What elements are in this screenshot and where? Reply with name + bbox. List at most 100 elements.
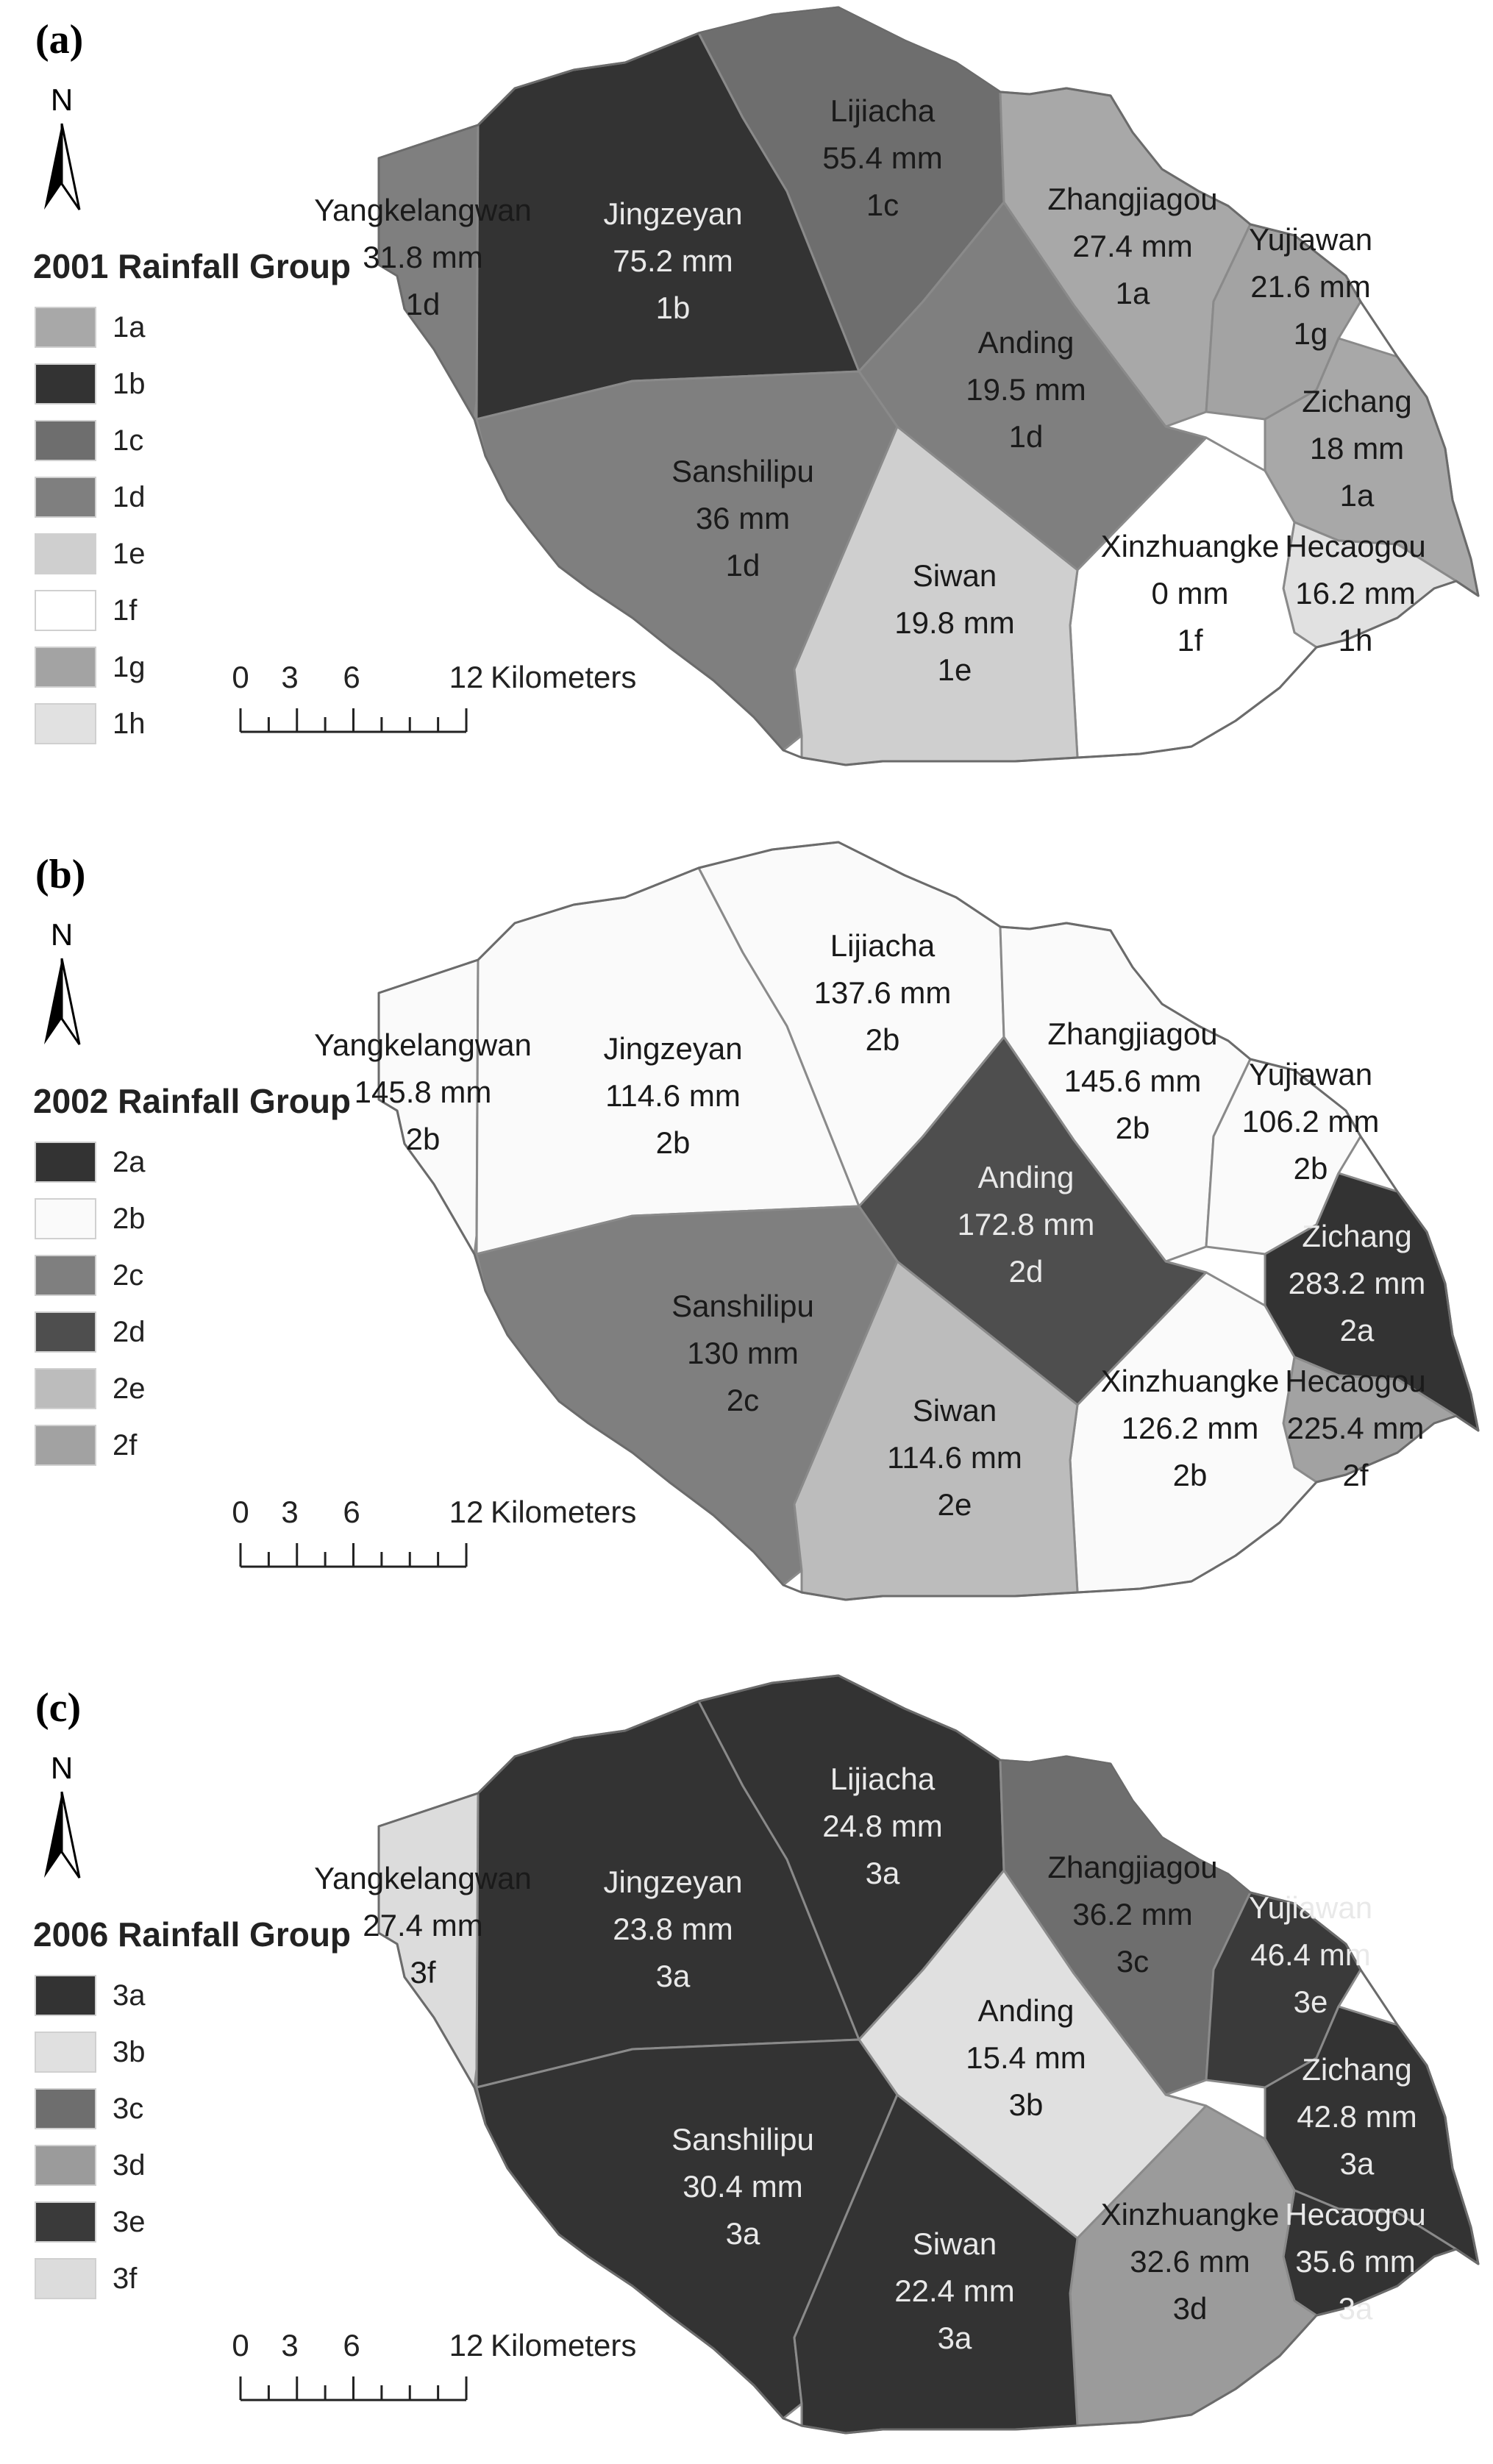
region-group-sanshilipu: 3a [726,2216,760,2251]
scale-bar: 0 3 6 12 Kilometers [232,2328,636,2401]
region-rainfall-lijiacha: 137.6 mm [814,975,952,1010]
region-rainfall-yangkelangwan: 145.8 mm [354,1075,492,1109]
region-layer [377,6,1480,766]
region-name-zhangjiagou: Zhangjiagou [1047,182,1217,216]
legend-label: 3e [113,2206,146,2238]
panel-tag: (b) [35,852,85,897]
region-group-lijiacha: 2b [866,1022,900,1057]
region-name-lijiacha: Lijiacha [830,928,936,963]
legend-label: 3c [113,2093,143,2125]
region-group-zichang: 1a [1340,478,1375,513]
region-name-yangkelangwan: Yangkelangwan [314,1861,532,1895]
region-rainfall-sanshilipu: 130 mm [687,1336,799,1370]
legend-swatch [35,1425,96,1466]
scale-tick-label: 6 [343,660,360,694]
scale-tick-label: 12 [449,1495,484,1529]
region-name-yujiawan: Yujiawan [1249,1057,1372,1092]
region-group-yangkelangwan: 3f [410,1955,435,1990]
region-group-anding: 2d [1009,1254,1044,1289]
region-group-yangkelangwan: 2b [406,1122,441,1156]
region-name-zhangjiagou: Zhangjiagou [1047,1016,1217,1051]
region-name-jingzeyan: Jingzeyan [603,196,742,231]
region-group-zhangjiagou: 3c [1116,1944,1149,1979]
legend-swatch [35,1255,96,1296]
north-label: N [51,917,73,952]
region-group-siwan: 3a [938,2321,972,2355]
region-name-siwan: Siwan [913,1393,997,1428]
region-rainfall-yujiawan: 106.2 mm [1242,1104,1380,1139]
region-rainfall-sanshilipu: 30.4 mm [683,2169,802,2204]
watershed-boundary [377,6,1480,766]
region-name-anding: Anding [978,1160,1075,1194]
legend-label: 1c [113,424,143,457]
region-group-zichang: 3a [1340,2146,1375,2181]
legend-label: 1b [113,368,146,400]
region-group-lijiacha: 3a [866,1856,900,1890]
watershed-boundary [377,1674,1480,2435]
legend-swatch [35,307,96,348]
region-rainfall-sanshilipu: 36 mm [696,501,790,535]
north-arrow-icon: N [44,1751,81,1879]
scale-bar: 0 3 6 12 Kilometers [232,660,636,733]
legend-swatch [35,1198,96,1239]
region-rainfall-yujiawan: 46.4 mm [1250,1937,1370,1972]
scale-tick-label: 6 [343,2328,360,2362]
legend-title: 2001 Rainfall Group [33,247,351,285]
region-rainfall-hecaogou: 16.2 mm [1295,576,1415,610]
region-rainfall-jingzeyan: 23.8 mm [613,1912,733,1946]
scale-unit: Kilometers [491,660,636,694]
region-group-siwan: 1e [938,652,972,687]
region-name-hecaogou: Hecaogou [1285,529,1425,563]
region-rainfall-zichang: 283.2 mm [1289,1266,1426,1300]
region-group-sanshilipu: 2c [727,1383,759,1417]
legend-label: 1a [113,311,146,343]
region-group-sanshilipu: 1d [726,548,760,583]
legend: 2001 Rainfall Group 1a 1b 1c 1d 1e 1f 1g 1h [33,247,351,744]
region-rainfall-lijiacha: 55.4 mm [822,140,942,175]
region-group-jingzeyan: 2b [656,1125,691,1160]
legend-label: 2e [113,1372,146,1405]
map-panel--b-: (b) N 2002 Rainfall Group 2a 2b 2c 2d 2e 2f 0 3 6 12… [33,841,1480,1601]
legend-title: 2002 Rainfall Group [33,1082,351,1120]
region-name-lijiacha: Lijiacha [830,1762,936,1796]
region-name-xinzhuangke: Xinzhuangke [1101,2197,1280,2232]
legend-label: 2a [113,1146,146,1178]
legend-title: 2006 Rainfall Group [33,1915,351,1954]
region-name-siwan: Siwan [913,2226,997,2261]
region-name-anding: Anding [978,325,1075,360]
legend-swatch [35,420,96,461]
legend-label: 1f [113,594,138,627]
map-panel--a-: (a) N 2001 Rainfall Group 1a 1b 1c 1d 1e 1f 1g 1h 0… [33,6,1480,766]
scale-unit: Kilometers [491,1495,636,1529]
region-rainfall-zhangjiagou: 145.6 mm [1064,1064,1202,1098]
region-rainfall-zichang: 18 mm [1310,431,1404,466]
region-name-anding: Anding [978,1993,1075,2028]
north-arrow-icon: N [44,917,81,1045]
region-rainfall-hecaogou: 35.6 mm [1295,2244,1415,2279]
region-name-jingzeyan: Jingzeyan [603,1031,742,1066]
region-name-yangkelangwan: Yangkelangwan [314,1028,532,1062]
region-rainfall-siwan: 22.4 mm [894,2273,1014,2308]
north-label: N [51,82,73,117]
north-arrow-icon: N [44,82,81,210]
region-group-jingzeyan: 1b [656,291,691,325]
region-group-siwan: 2e [938,1487,972,1522]
region-name-jingzeyan: Jingzeyan [603,1865,742,1899]
legend-swatch [35,1142,96,1183]
region-rainfall-yangkelangwan: 31.8 mm [363,240,482,274]
region-rainfall-anding: 172.8 mm [958,1207,1095,1242]
legend-label: 2f [113,1429,138,1461]
watershed-boundary [377,841,1480,1601]
legend-label: 2c [113,1259,143,1292]
region-group-jingzeyan: 3a [656,1959,691,1993]
region-name-xinzhuangke: Xinzhuangke [1101,1364,1280,1398]
region-name-yangkelangwan: Yangkelangwan [314,193,532,227]
region-rainfall-siwan: 114.6 mm [887,1440,1022,1475]
region-group-xinzhuangke: 3d [1173,2291,1208,2326]
legend-swatch [35,2088,96,2129]
legend-swatch [35,363,96,405]
region-rainfall-anding: 19.5 mm [966,372,1086,407]
region-name-sanshilipu: Sanshilipu [671,2122,814,2157]
region-name-yujiawan: Yujiawan [1249,222,1372,257]
region-group-xinzhuangke: 1f [1177,623,1202,658]
